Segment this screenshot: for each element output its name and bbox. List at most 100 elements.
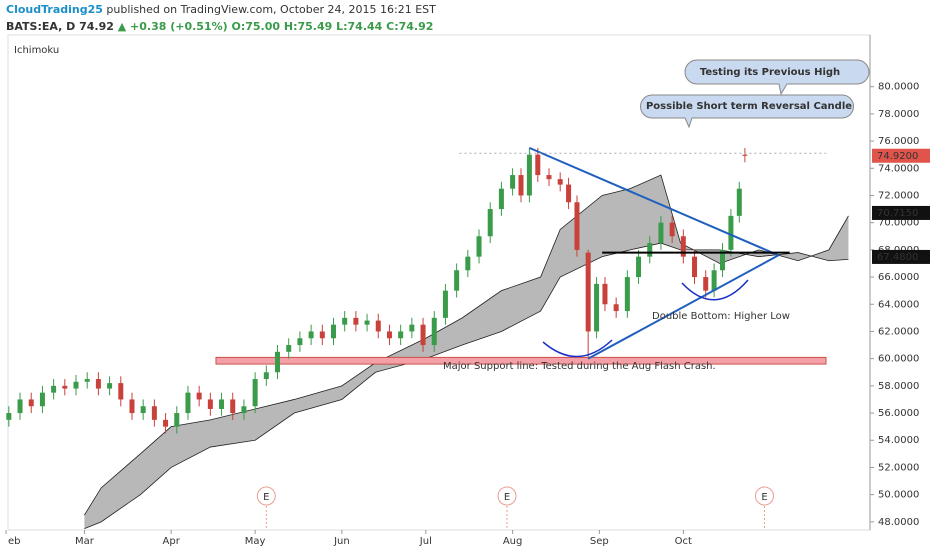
annotations: Testing its Previous High Possible Short… [443,59,870,372]
earnings-marker [754,486,774,506]
candle-body [636,256,642,278]
y-tick-label: 70.0000 [878,218,919,229]
candle-body [6,413,12,420]
earnings-marker [497,486,517,506]
ohlc: O:75.00 H:75.49 L:74.44 C:74.92 [232,20,434,33]
candle-body [330,324,336,339]
author: CloudTrading25 [6,3,103,16]
change: ▲ +0.38 (+0.51%) [118,20,228,33]
candle-body [207,399,213,409]
candle-body [557,179,563,185]
candle-body [275,351,281,373]
x-tick-label: Sep [590,536,609,547]
y-tick-label: 50.0000 [878,490,919,501]
candle-body [129,399,135,414]
candle-body [574,202,580,250]
candle-body [602,283,608,305]
candle-body [465,256,471,271]
candle-body [736,188,742,216]
y-tick-label: 62.0000 [878,326,919,337]
candle-body [51,385,57,393]
candle-body [219,399,225,409]
candle-body [742,154,748,156]
candle-body [62,385,68,389]
x-tick-label: Aug [503,536,523,547]
double-bottom-arc [681,279,749,301]
candle-body [647,243,653,257]
annotation: Testing its Previous High [700,67,840,78]
annotation: Major Support line: Tested during the Au… [443,361,716,372]
candle-body [308,331,314,339]
y-tick-label: 64.0000 [878,299,919,310]
y-tick-label: 60.0000 [878,354,919,365]
candle-body [518,175,524,196]
candle-body [174,413,180,427]
candle-body [118,383,124,400]
candle-body [185,392,191,414]
candle-body [84,379,90,382]
candle-body [17,399,23,414]
trend-line [587,254,779,360]
candle-body [728,215,734,250]
candle-body [386,331,392,339]
candle-body [613,304,619,312]
candle-body [703,277,709,291]
earnings-label: E [504,492,510,503]
candle-body [476,236,482,257]
y-tick-label: 54.0000 [878,435,919,446]
candle-body [353,317,359,325]
candle-body [692,256,698,278]
candle-body [680,236,686,257]
candle-body [263,372,269,380]
candle-body [375,320,381,332]
candle-body [319,331,325,339]
candle-body [151,406,157,420]
candle-body [594,283,600,332]
candle-body [585,252,591,332]
earnings-label: E [263,492,269,503]
annotation: Possible Short term Reversal Candle [646,101,852,112]
annotation: Double Bottom: Higher Low [652,311,790,322]
candle-body [196,392,202,400]
span-a [84,174,849,516]
y-tick-label: 76.0000 [878,136,919,147]
price-label-box [872,205,930,220]
x-tick-label: Jun [333,536,350,547]
trend-line [529,146,779,257]
x-tick-label: Mar [75,536,95,547]
candle-body [420,324,426,346]
candle-body [364,320,370,325]
last: 74.92 [79,20,114,33]
candle-body [398,331,404,339]
y-tick-label: 56.0000 [878,408,919,419]
price-label-box [872,148,930,163]
earnings-label: E [761,492,767,503]
y-tick-label: 78.0000 [878,109,919,120]
price-label: 70.7150 [877,208,918,219]
x-tick-label: Oct [675,536,692,547]
candle-body [535,154,541,176]
x-tick-label: Jul [419,536,432,547]
candle-body [711,270,717,291]
header-line: CloudTrading25 published on TradingView.… [6,3,436,16]
candle-body [442,290,448,318]
earnings-marker [256,486,276,506]
candle-body [286,345,292,352]
candle-body [409,324,415,332]
candle-body [163,419,169,427]
y-tick-label: 48.0000 [878,517,919,528]
y-tick-label: 72.0000 [878,190,919,201]
double-bottom-arc [542,339,613,358]
candle-body [297,338,303,346]
candle-body [624,277,630,312]
candle-body [342,317,348,325]
candle-body [658,222,664,244]
candle-body [487,209,493,237]
candle-body [140,406,146,414]
support-zone [215,356,827,365]
indicator-label: Ichimoku [14,45,59,56]
candle-body [28,399,34,407]
x-tick-label: May [245,536,266,547]
candle-body [566,184,572,203]
